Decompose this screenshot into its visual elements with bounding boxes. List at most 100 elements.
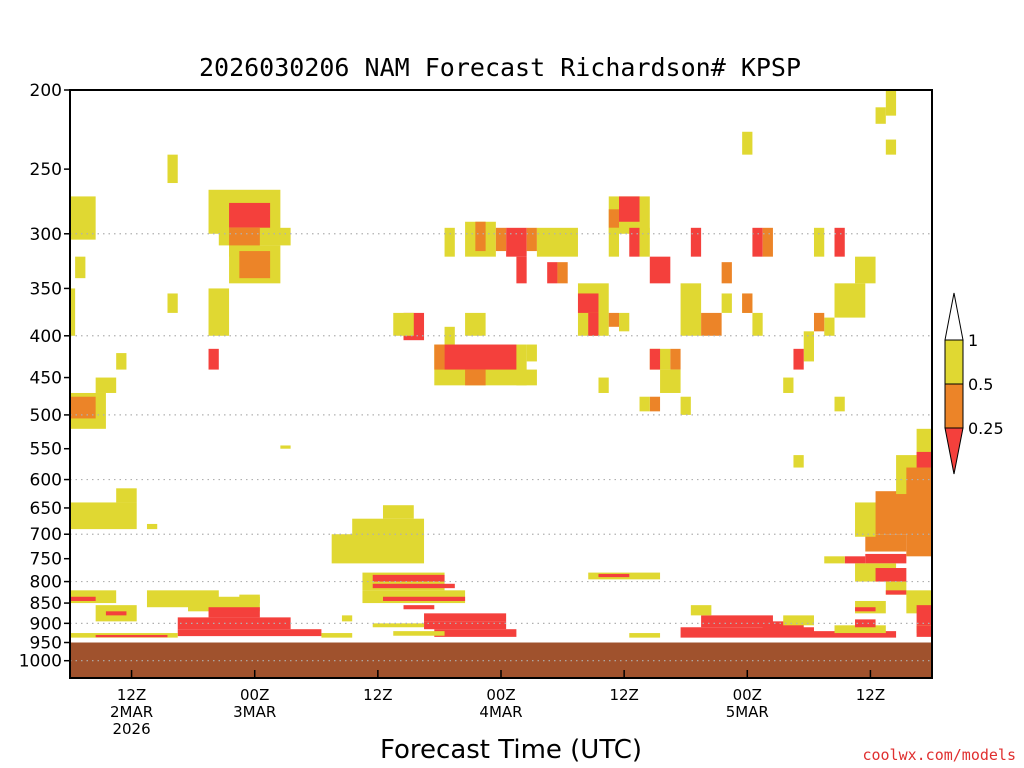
ri-cell: [536, 227, 578, 257]
y-tick-label: 950: [30, 634, 62, 654]
ri-cell: [916, 428, 932, 456]
ri-cell: [116, 488, 137, 503]
ri-cell: [690, 227, 702, 257]
ri-cell: [680, 283, 702, 336]
ri-cell: [834, 625, 886, 634]
x-tick-label: 2MAR: [110, 703, 153, 721]
ri-cell: [855, 607, 876, 612]
x-tick-label: 00Z: [733, 686, 762, 704]
y-tick-label: 300: [30, 225, 62, 245]
colorbar-label: 0.25: [968, 419, 1004, 438]
ri-cell: [208, 348, 219, 370]
y-tick-label: 450: [30, 369, 62, 389]
ri-cell: [680, 396, 691, 415]
x-tick-label: 5MAR: [726, 703, 769, 721]
ri-cell: [906, 467, 932, 557]
ri-cell: [372, 623, 425, 628]
ri-cell: [331, 534, 425, 564]
ri-cell: [670, 348, 681, 370]
y-tick-label: 550: [30, 440, 62, 460]
chart-title: 2026030206 NAM Forecast Richardson# KPSP: [199, 53, 801, 82]
colorbar-label: 0.5: [968, 375, 993, 394]
ri-cell: [280, 445, 291, 449]
ri-cell: [495, 227, 507, 252]
ri-cell: [742, 293, 753, 313]
ri-cell: [95, 377, 117, 393]
ri-cell: [598, 377, 609, 393]
ri-cell: [680, 627, 814, 638]
ri-cell: [444, 344, 517, 370]
ri-cell: [916, 451, 932, 468]
ri-cell: [752, 227, 763, 257]
ri-cell: [577, 293, 599, 313]
y-tick-label: 500: [30, 406, 62, 426]
ri-cell: [403, 605, 435, 610]
ri-cell: [875, 107, 886, 124]
ri-cell: [701, 312, 722, 336]
ri-cell: [239, 594, 260, 604]
ri-cell: [813, 312, 825, 332]
colorbar-legend: 1 0.5 0.25: [944, 292, 1004, 475]
ri-cell: [762, 227, 773, 257]
ri-cell: [229, 202, 271, 228]
ri-cell: [660, 369, 681, 393]
ri-cell: [783, 377, 794, 393]
ri-cell: [885, 90, 897, 116]
ri-cell: [619, 196, 640, 222]
ri-cell: [721, 262, 732, 284]
y-tick-label: 400: [30, 327, 62, 347]
ri-cell: [75, 256, 86, 279]
ri-cell: [382, 596, 466, 601]
y-tick-label: 600: [30, 471, 62, 491]
ri-cell: [341, 615, 353, 622]
colorbar-label: 1: [968, 331, 978, 350]
ri-cell: [516, 256, 527, 284]
ri-cell: [834, 227, 845, 257]
ri-cell: [208, 288, 230, 336]
ri-cell: [167, 154, 178, 184]
ri-cell: [855, 619, 876, 628]
ri-cell: [721, 293, 732, 313]
y-tick-label: 200: [30, 81, 62, 101]
ri-cell: [393, 631, 445, 636]
ri-cell: [382, 505, 414, 519]
ri-cell: [649, 348, 661, 370]
ri-cell: [649, 256, 671, 284]
ri-cell: [434, 629, 517, 637]
ri-cell: [916, 605, 932, 626]
heatmap-cells: [70, 90, 932, 638]
ri-cell: [855, 256, 876, 284]
grid-lines: [70, 233, 932, 662]
ri-cell: [526, 344, 537, 362]
ri-cell: [208, 607, 260, 618]
colorbar-segment: [944, 339, 964, 385]
ri-cell: [116, 353, 127, 370]
ri-cell: [834, 283, 866, 318]
ri-cell: [598, 573, 630, 578]
ri-cell: [70, 288, 76, 336]
ri-cell: [752, 312, 763, 336]
ri-cell: [813, 227, 825, 257]
ri-cell: [177, 617, 291, 630]
ri-cell: [783, 615, 814, 626]
y-tick-label: 1000: [19, 652, 62, 672]
ri-cell: [885, 590, 907, 595]
ri-cell: [885, 139, 897, 155]
ri-cell: [813, 631, 897, 638]
x-tick-label: 12Z: [363, 686, 392, 704]
y-tick-label: 650: [30, 499, 62, 519]
x-tick-label: 12Z: [856, 686, 885, 704]
ri-cell: [619, 312, 630, 332]
y-tick-label: 800: [30, 573, 62, 593]
ri-cell: [649, 396, 661, 412]
ri-cell: [506, 227, 527, 257]
ri-cell: [629, 633, 661, 638]
credit-text[interactable]: coolwx.com/models: [862, 746, 1016, 764]
ri-cell: [70, 396, 96, 419]
ri-cell: [475, 221, 486, 252]
ri-cell: [824, 556, 845, 564]
ri-cell: [875, 568, 907, 582]
x-tick-label: 00Z: [240, 686, 269, 704]
ri-cell: [639, 227, 650, 257]
